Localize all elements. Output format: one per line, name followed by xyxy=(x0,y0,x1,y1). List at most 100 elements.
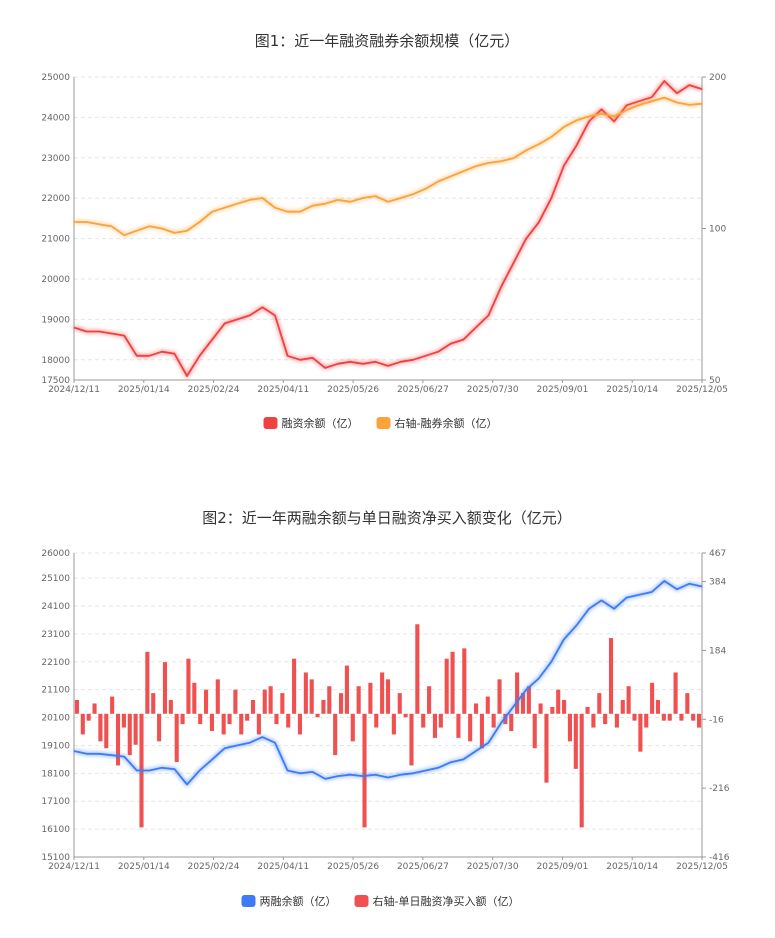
net-buy-bar xyxy=(597,693,602,714)
net-buy-bar xyxy=(632,713,637,721)
x-tick-label: 2025/06/27 xyxy=(397,385,449,395)
net-buy-bar xyxy=(403,713,408,718)
net-buy-bar xyxy=(297,713,303,735)
y-left-tick-label: 23000 xyxy=(41,154,70,164)
net-buy-bar xyxy=(497,679,502,714)
net-buy-bar xyxy=(368,682,373,714)
net-buy-bar xyxy=(532,713,537,749)
legend-swatch-2[interactable] xyxy=(376,417,391,429)
net-buy-bar xyxy=(679,713,684,721)
legend-swatch-1[interactable] xyxy=(241,895,256,907)
x-tick-label: 2025/01/14 xyxy=(118,862,170,872)
y-left-tick-label: 17100 xyxy=(41,797,70,807)
series-line-1 xyxy=(73,580,703,786)
net-buy-bar xyxy=(638,713,643,752)
y-left-tick-label: 19000 xyxy=(41,315,70,325)
net-buy-bar xyxy=(327,686,332,714)
net-buy-bar xyxy=(356,686,361,714)
chart-1-axes: 17500 18000 19000 20000 21000 22000 23000 24000… xyxy=(41,73,728,395)
net-buy-bar xyxy=(98,713,103,742)
net-buy-bar xyxy=(573,713,578,769)
y-left-tick-label: 23100 xyxy=(41,630,70,640)
net-buy-bar xyxy=(268,686,273,714)
chart-2-title: 图2：近一年两融余额与单日融资净买入额变化（亿元） xyxy=(202,509,572,527)
y-left-tick-label: 18000 xyxy=(41,356,70,366)
x-tick-label: 2025/12/05 xyxy=(676,862,728,872)
legend-swatch-2[interactable] xyxy=(354,895,369,907)
net-buy-bar xyxy=(215,679,220,714)
x-tick-label: 2025/04/11 xyxy=(257,385,309,395)
y-left-tick-label: 26000 xyxy=(41,549,70,559)
net-buy-bar xyxy=(691,713,696,721)
series-line-2 xyxy=(74,96,703,237)
legend-label-1[interactable]: 融资余额（亿） xyxy=(282,416,359,430)
legend-label-1[interactable]: 两融余额（亿） xyxy=(260,894,337,908)
net-buy-bar xyxy=(333,713,338,756)
net-buy-bar xyxy=(432,713,438,738)
net-buy-bar xyxy=(562,700,567,714)
net-buy-bar xyxy=(450,651,455,714)
net-buy-bar xyxy=(385,679,391,714)
net-buy-bar xyxy=(438,713,443,728)
net-buy-bar xyxy=(661,713,666,721)
y-left-tick-label: 20000 xyxy=(41,275,70,285)
y-right-tick-label: -216 xyxy=(709,784,730,794)
net-buy-bar xyxy=(673,672,678,714)
chart-2-legend[interactable]: 两融余额（亿） 右轴-单日融资净买入额（亿） xyxy=(241,894,520,908)
net-buy-bar xyxy=(115,713,121,766)
net-buy-bar xyxy=(697,713,702,728)
y-left-tick-label: 22100 xyxy=(41,658,70,668)
net-buy-bar xyxy=(544,713,549,783)
net-buy-bar xyxy=(409,713,414,766)
legend-label-2[interactable]: 右轴-融券余额（亿） xyxy=(395,416,498,430)
chart-2-series xyxy=(73,580,703,786)
net-buy-bar xyxy=(585,706,590,714)
net-buy-bar xyxy=(192,682,197,714)
net-buy-bar xyxy=(121,713,126,728)
net-buy-bar xyxy=(468,713,473,742)
x-tick-label: 2025/01/14 xyxy=(118,385,170,395)
y-left-tick-label: 19100 xyxy=(41,741,70,751)
y-right-tick-label: 184 xyxy=(709,646,726,656)
net-buy-bar xyxy=(86,713,91,721)
net-buy-bar xyxy=(157,713,162,742)
x-tick-label: 2025/09/01 xyxy=(537,385,589,395)
net-buy-bar xyxy=(421,713,426,728)
net-buy-bar xyxy=(362,713,367,828)
net-buy-bar xyxy=(626,686,631,714)
net-buy-bar xyxy=(444,658,449,714)
legend-label-2[interactable]: 右轴-单日融资净买入额（亿） xyxy=(373,894,520,908)
net-buy-bar xyxy=(250,700,256,714)
chart-1-legend[interactable]: 融资余额（亿） 右轴-融券余额（亿） xyxy=(263,416,498,430)
net-buy-bar xyxy=(538,703,543,714)
net-buy-bar xyxy=(239,713,244,735)
net-buy-bar xyxy=(344,665,349,714)
net-buy-bar xyxy=(110,696,115,714)
net-buy-bar xyxy=(614,713,619,728)
net-buy-bar xyxy=(80,713,85,735)
net-buy-bar xyxy=(256,713,261,735)
net-buy-bar xyxy=(485,696,490,714)
net-buy-bar xyxy=(667,713,672,721)
legend-swatch-1[interactable] xyxy=(263,417,278,429)
y-right-tick-label: -16 xyxy=(709,715,724,725)
net-buy-bar xyxy=(655,700,661,714)
y-left-tick-label: 17500 xyxy=(41,376,70,386)
net-buy-bar xyxy=(321,700,326,714)
x-tick-label: 2024/12/11 xyxy=(48,385,100,395)
y-left-tick-label: 22000 xyxy=(41,194,70,204)
net-buy-bar xyxy=(608,638,614,714)
chart-1-title: 图1：近一年融资融券余额规模（亿元） xyxy=(255,32,520,50)
net-buy-bar xyxy=(620,700,625,714)
net-buy-bar xyxy=(168,700,173,714)
x-tick-label: 2025/09/01 xyxy=(537,862,589,872)
net-buy-bar xyxy=(180,713,185,725)
x-tick-label: 2025/02/24 xyxy=(188,862,240,872)
net-buy-bar xyxy=(104,713,109,749)
net-buy-bar xyxy=(145,651,150,714)
net-buy-bar xyxy=(567,713,572,742)
net-buy-bar xyxy=(262,689,267,714)
net-buy-bar xyxy=(245,713,250,721)
net-buy-bar xyxy=(127,713,132,756)
x-tick-label: 2025/07/30 xyxy=(467,862,519,872)
